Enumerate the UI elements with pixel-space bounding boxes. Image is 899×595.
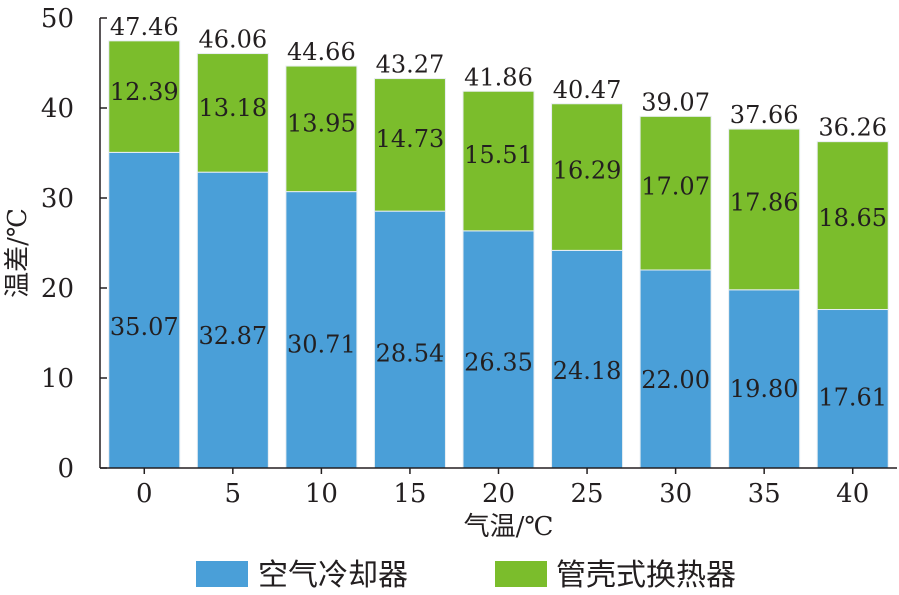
y-tick-label: 30 bbox=[41, 184, 74, 214]
bar-air-cooler-35 bbox=[728, 289, 801, 469]
total-label: 47.46 bbox=[110, 13, 179, 41]
bar-shell-tube-30 bbox=[639, 115, 712, 271]
x-tick-label: 0 bbox=[136, 479, 153, 509]
bar-shell-tube-20 bbox=[462, 90, 535, 232]
value-label-shell-tube: 15.51 bbox=[464, 141, 533, 169]
total-label: 36.26 bbox=[818, 114, 887, 142]
x-tick-label: 40 bbox=[836, 479, 869, 509]
bar-shell-tube-40 bbox=[816, 141, 889, 311]
value-label-air-cooler: 19.80 bbox=[730, 375, 799, 403]
value-label-air-cooler: 35.07 bbox=[110, 313, 179, 341]
value-label-shell-tube: 12.39 bbox=[110, 78, 179, 106]
bar-shell-tube-35 bbox=[728, 128, 801, 291]
value-label-air-cooler: 22.00 bbox=[641, 366, 710, 394]
x-tick-label: 30 bbox=[659, 479, 692, 509]
value-label-air-cooler: 32.87 bbox=[198, 322, 267, 350]
value-label-shell-tube: 17.07 bbox=[641, 173, 710, 201]
x-tick-label: 20 bbox=[482, 479, 515, 509]
value-label-air-cooler: 30.71 bbox=[287, 331, 356, 359]
y-tick-label: 0 bbox=[57, 454, 74, 484]
total-label: 43.27 bbox=[376, 51, 445, 79]
bars-layer bbox=[108, 40, 889, 469]
value-label-shell-tube: 18.65 bbox=[818, 204, 887, 232]
value-label-air-cooler: 28.54 bbox=[376, 339, 445, 367]
bar-shell-tube-25 bbox=[551, 103, 624, 251]
legend-label-air-cooler: 空气冷却器 bbox=[258, 558, 408, 590]
total-label: 37.66 bbox=[730, 101, 799, 129]
y-axis-title: 温差/℃ bbox=[3, 208, 33, 298]
bar-air-cooler-0 bbox=[108, 151, 181, 469]
legend-label-shell-tube: 管壳式换热器 bbox=[556, 558, 736, 590]
value-labels-layer: 35.07 12.39 47.46 32.87 13.18 46.06 30.71 13.95… bbox=[110, 13, 887, 412]
value-label-shell-tube: 13.18 bbox=[198, 94, 267, 122]
x-tick-label: 15 bbox=[393, 479, 426, 509]
value-label-shell-tube: 14.73 bbox=[376, 125, 445, 153]
y-tick-label: 20 bbox=[41, 274, 74, 304]
y-tick-label: 10 bbox=[41, 364, 74, 394]
value-label-air-cooler: 17.61 bbox=[818, 384, 887, 412]
bar-shell-tube-10 bbox=[285, 65, 358, 193]
legend: 空气冷却器 管壳式换热器 bbox=[196, 558, 736, 593]
total-label: 46.06 bbox=[198, 25, 267, 53]
total-label: 41.86 bbox=[464, 63, 533, 91]
bar-air-cooler-10 bbox=[285, 191, 358, 469]
ticks-layer: 0 10 20 30 40 50 0 5 10 15 20 25 30 35 40 bbox=[41, 4, 869, 509]
total-label: 44.66 bbox=[287, 38, 356, 66]
y-tick-label: 40 bbox=[41, 94, 74, 124]
x-tick-label: 35 bbox=[748, 479, 781, 509]
bar-air-cooler-30 bbox=[639, 269, 712, 469]
bar-shell-tube-15 bbox=[373, 78, 446, 212]
bar-air-cooler-5 bbox=[196, 171, 269, 469]
legend-swatch-air-cooler bbox=[196, 561, 248, 587]
value-label-air-cooler: 26.35 bbox=[464, 348, 533, 376]
value-label-shell-tube: 13.95 bbox=[287, 110, 356, 138]
bar-shell-tube-0 bbox=[108, 40, 181, 153]
total-label: 40.47 bbox=[553, 76, 622, 104]
bar-air-cooler-25 bbox=[551, 249, 624, 469]
bar-shell-tube-5 bbox=[196, 53, 269, 173]
x-tick-label: 10 bbox=[305, 479, 338, 509]
x-axis-title: 气温/℃ bbox=[464, 512, 554, 542]
value-label-air-cooler: 24.18 bbox=[553, 357, 622, 385]
total-label: 39.07 bbox=[641, 88, 710, 116]
value-label-shell-tube: 16.29 bbox=[553, 157, 622, 185]
y-tick-label: 50 bbox=[41, 4, 74, 34]
value-label-shell-tube: 17.86 bbox=[730, 188, 799, 216]
x-tick-label: 25 bbox=[571, 479, 604, 509]
legend-swatch-shell-tube bbox=[495, 561, 547, 587]
bar-air-cooler-40 bbox=[816, 309, 889, 469]
x-tick-label: 5 bbox=[225, 479, 242, 509]
